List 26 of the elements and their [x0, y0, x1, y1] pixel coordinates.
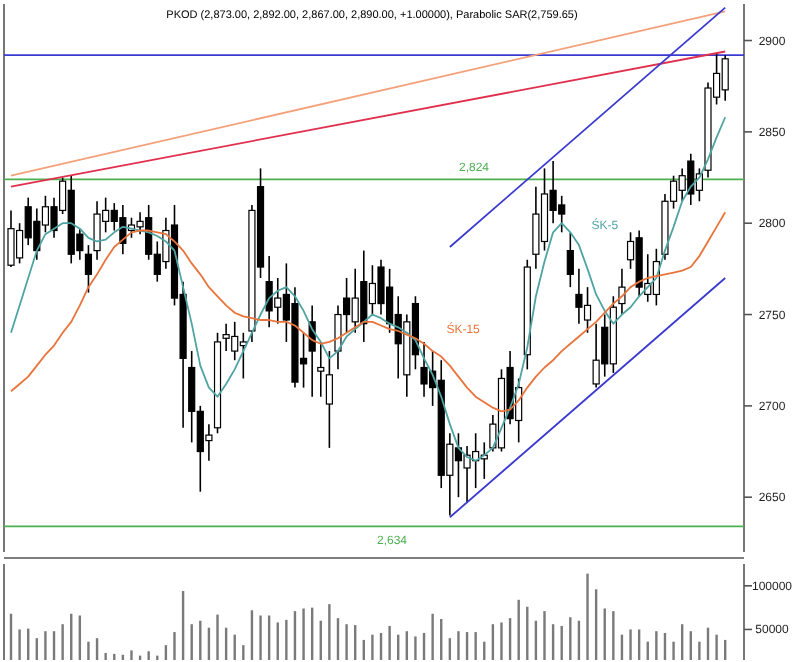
candlestick — [566, 231, 574, 288]
candlestick — [678, 167, 686, 203]
candlestick — [317, 341, 325, 398]
candlestick — [351, 268, 359, 334]
candlestick — [454, 432, 463, 498]
candlestick — [334, 304, 342, 371]
candlestick — [532, 185, 540, 270]
candlestick — [721, 54, 729, 102]
candlestick — [540, 167, 549, 252]
candlestick — [618, 268, 626, 316]
candlestick — [583, 286, 592, 334]
candlestick — [84, 244, 93, 294]
candlestick — [7, 209, 15, 268]
candlestick — [222, 322, 230, 352]
candlestick — [687, 152, 695, 206]
candlestick — [33, 207, 41, 261]
candlestick — [188, 350, 196, 444]
candlestick — [265, 255, 273, 329]
candlestick — [93, 200, 101, 261]
candlestick — [575, 268, 583, 325]
candlestick — [377, 258, 385, 316]
candlestick — [592, 322, 600, 389]
candlestick — [325, 350, 333, 449]
candlestick — [420, 341, 428, 398]
candlestick — [463, 445, 471, 504]
candlestick — [360, 249, 368, 343]
